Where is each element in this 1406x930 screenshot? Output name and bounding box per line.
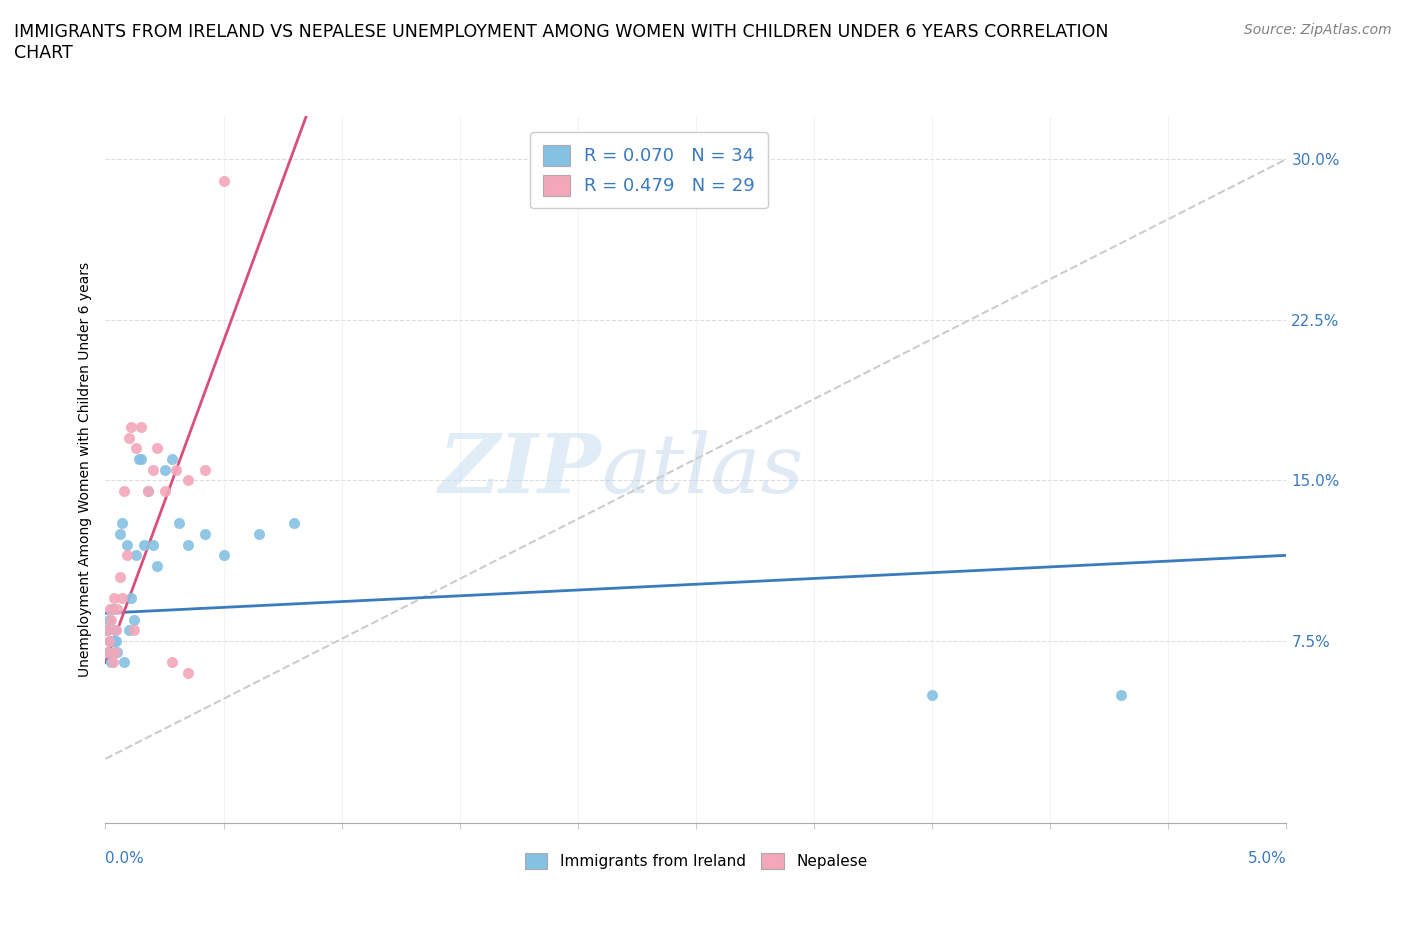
Point	[108, 526, 131, 541]
Point	[112, 484, 135, 498]
Point	[98, 633, 121, 648]
Text: 0.0%: 0.0%	[105, 851, 145, 866]
Point	[153, 484, 176, 498]
Point	[146, 441, 169, 456]
Point	[153, 462, 176, 477]
Point	[142, 538, 165, 552]
Point	[105, 644, 128, 659]
Point	[125, 441, 148, 456]
Point	[142, 462, 165, 477]
Point	[111, 591, 134, 605]
Point	[96, 623, 118, 638]
Point	[97, 644, 120, 659]
Point	[283, 516, 305, 531]
Text: atlas: atlas	[602, 430, 804, 510]
Legend: Immigrants from Ireland, Nepalese: Immigrants from Ireland, Nepalese	[519, 847, 873, 875]
Point	[108, 569, 131, 584]
Point	[160, 655, 183, 670]
Point	[177, 473, 200, 488]
Point	[134, 538, 156, 552]
Point	[177, 666, 200, 681]
Point	[105, 602, 128, 617]
Point	[120, 419, 142, 434]
Point	[103, 633, 125, 648]
Point	[120, 591, 142, 605]
Point	[177, 538, 200, 552]
Point	[105, 623, 128, 638]
Text: Source: ZipAtlas.com: Source: ZipAtlas.com	[1244, 23, 1392, 37]
Point	[129, 451, 152, 466]
Point	[105, 633, 128, 648]
Point	[118, 623, 141, 638]
Text: ZIP: ZIP	[439, 430, 602, 510]
Point	[136, 484, 159, 498]
Point	[128, 451, 150, 466]
Y-axis label: Unemployment Among Women with Children Under 6 years: Unemployment Among Women with Children U…	[79, 262, 93, 677]
Point	[100, 612, 122, 627]
Point	[212, 548, 235, 563]
Point	[96, 623, 118, 638]
Point	[122, 612, 145, 627]
Point	[115, 548, 138, 563]
Point	[98, 602, 121, 617]
Point	[129, 419, 152, 434]
Point	[122, 623, 145, 638]
Point	[194, 526, 217, 541]
Point	[194, 462, 217, 477]
Point	[111, 516, 134, 531]
Point	[921, 687, 943, 702]
Point	[115, 538, 138, 552]
Point	[247, 526, 270, 541]
Point	[100, 655, 122, 670]
Point	[103, 591, 125, 605]
Point	[98, 612, 121, 627]
Point	[136, 484, 159, 498]
Point	[98, 633, 121, 648]
Point	[118, 430, 141, 445]
Text: IMMIGRANTS FROM IRELAND VS NEPALESE UNEMPLOYMENT AMONG WOMEN WITH CHILDREN UNDER: IMMIGRANTS FROM IRELAND VS NEPALESE UNEM…	[14, 23, 1108, 62]
Point	[167, 516, 190, 531]
Point	[125, 548, 148, 563]
Point	[104, 644, 127, 659]
Point	[104, 623, 127, 638]
Point	[165, 462, 187, 477]
Point	[97, 644, 120, 659]
Point	[212, 173, 235, 188]
Point	[112, 655, 135, 670]
Point	[101, 655, 124, 670]
Point	[1109, 687, 1132, 702]
Point	[146, 559, 169, 574]
Point	[101, 602, 124, 617]
Point	[160, 451, 183, 466]
Text: 5.0%: 5.0%	[1247, 851, 1286, 866]
